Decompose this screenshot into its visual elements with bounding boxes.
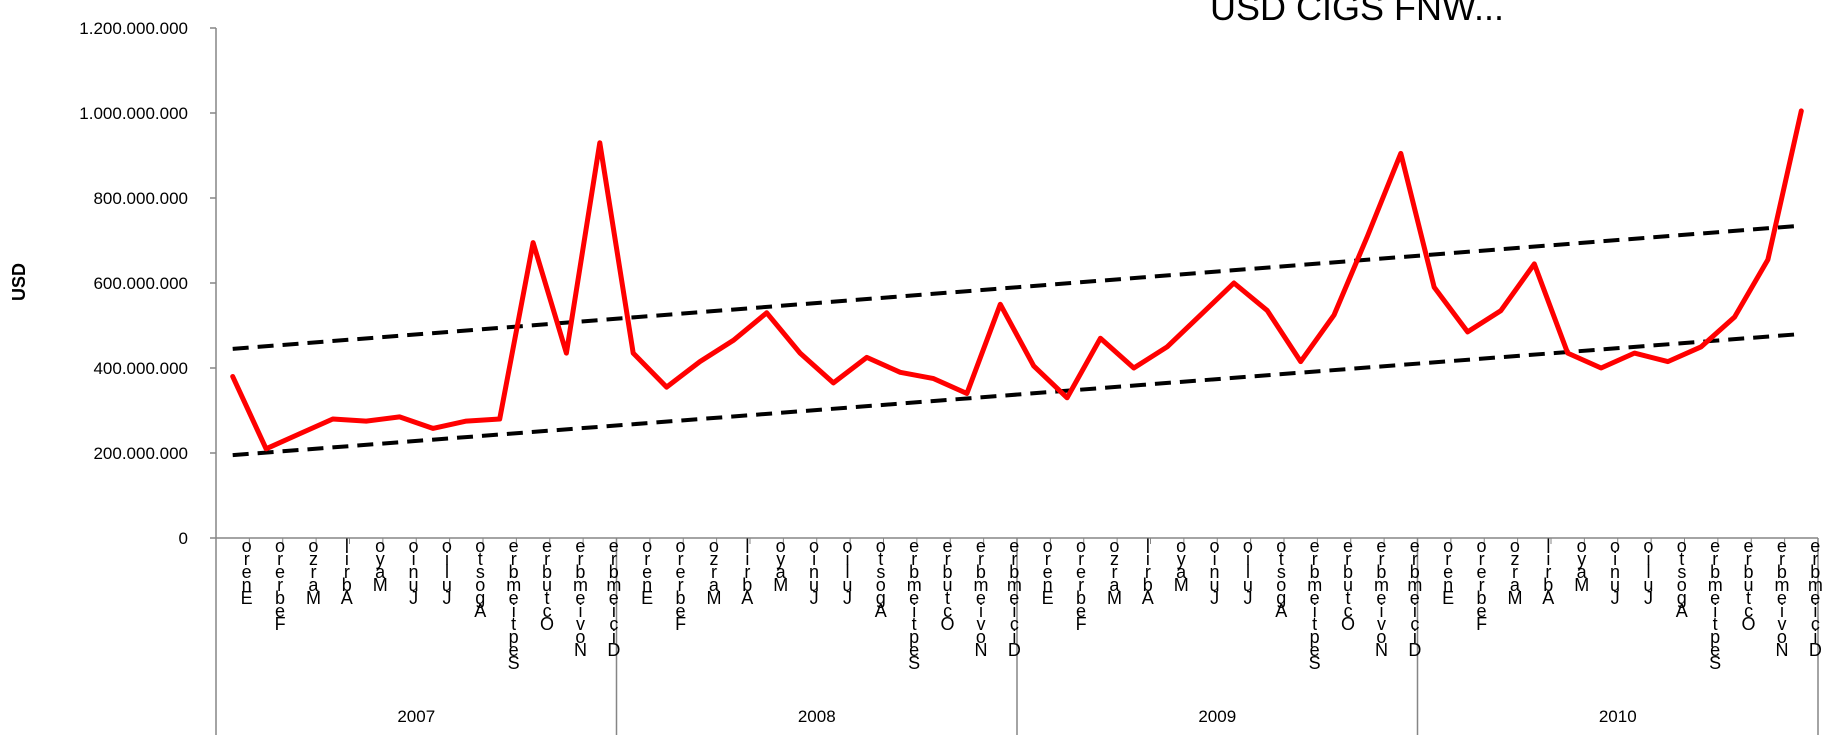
y-tick-label: 400.000.000 <box>93 359 188 378</box>
y-tick-label: 800.000.000 <box>93 189 188 208</box>
series-line <box>233 111 1802 449</box>
y-axis-title: USD <box>9 263 29 301</box>
x-year-label: 2008 <box>798 707 836 726</box>
chart-title: USD CIGS FNW... <box>1210 0 1504 28</box>
y-tick-label: 1.000.000.000 <box>79 104 188 123</box>
x-year-label: 2007 <box>397 707 435 726</box>
y-tick-label: 1.200.000.000 <box>79 19 188 38</box>
data-series <box>233 111 1802 449</box>
y-tick-label: 600.000.000 <box>93 274 188 293</box>
y-tick-label: 0 <box>179 529 188 548</box>
x-year-label: 2010 <box>1599 707 1637 726</box>
y-axis: 0 200.000.000 400.000.000 600.000.000 800.00… <box>79 19 216 548</box>
x-year-label: 2009 <box>1198 707 1236 726</box>
y-tick-label: 200.000.000 <box>93 444 188 463</box>
